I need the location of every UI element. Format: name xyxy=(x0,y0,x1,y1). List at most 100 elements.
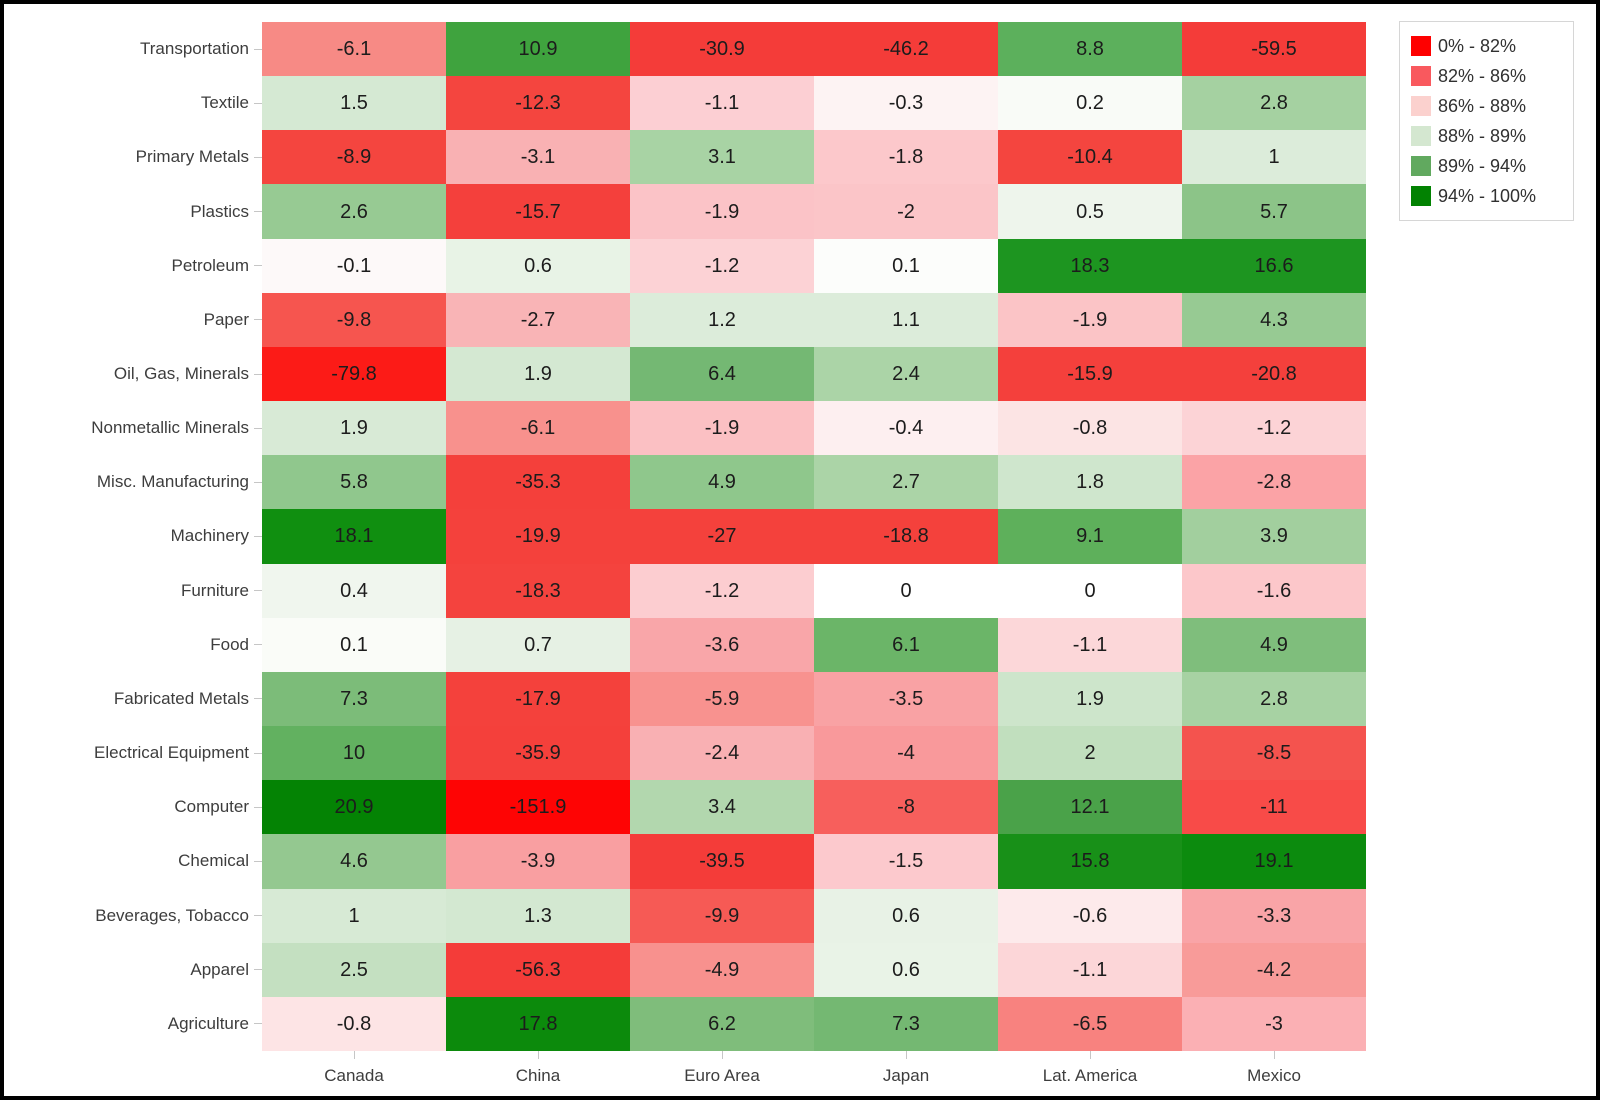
heatmap-cell-plastics-lat-america[interactable]: 0.5 xyxy=(998,184,1182,239)
heatmap-cell-textile-canada[interactable]: 1.5 xyxy=(262,76,446,131)
heatmap-cell-textile-japan[interactable]: -0.3 xyxy=(814,76,998,131)
heatmap-cell-plastics-china[interactable]: -15.7 xyxy=(446,184,630,239)
heatmap-cell-apparel-japan[interactable]: 0.6 xyxy=(814,942,998,997)
heatmap-cell-textile-china[interactable]: -12.3 xyxy=(446,76,630,131)
heatmap-cell-primary-metals-lat-america[interactable]: -10.4 xyxy=(998,130,1182,185)
heatmap-cell-fabricated-metals-euro-area[interactable]: -5.9 xyxy=(630,671,814,727)
heatmap-cell-misc-manufacturing-china[interactable]: -35.3 xyxy=(446,455,630,510)
heatmap-cell-furniture-japan[interactable]: 0 xyxy=(814,563,998,618)
heatmap-cell-primary-metals-japan[interactable]: -1.8 xyxy=(814,130,998,185)
heatmap-cell-petroleum-euro-area[interactable]: -1.2 xyxy=(630,238,814,293)
heatmap-cell-agriculture-canada[interactable]: -0.8 xyxy=(262,996,446,1051)
heatmap-cell-computer-canada[interactable]: 20.9 xyxy=(262,780,446,835)
heatmap-cell-computer-china[interactable]: -151.9 xyxy=(446,780,630,835)
heatmap-cell-machinery-euro-area[interactable]: -27 xyxy=(630,509,814,564)
heatmap-cell-electrical-equipment-china[interactable]: -35.9 xyxy=(446,726,630,781)
heatmap-cell-misc-manufacturing-euro-area[interactable]: 4.9 xyxy=(630,455,814,510)
heatmap-cell-misc-manufacturing-mexico[interactable]: -2.8 xyxy=(1182,455,1366,510)
heatmap-cell-plastics-mexico[interactable]: 5.7 xyxy=(1182,184,1366,239)
heatmap-cell-machinery-canada[interactable]: 18.1 xyxy=(262,509,446,564)
heatmap-cell-food-mexico[interactable]: 4.9 xyxy=(1182,617,1366,672)
heatmap-cell-oil-gas-minerals-euro-area[interactable]: 6.4 xyxy=(630,346,814,402)
heatmap-cell-transportation-lat-america[interactable]: 8.8 xyxy=(998,22,1182,77)
legend-entry-88-89[interactable]: 88% - 89% xyxy=(1411,126,1565,146)
heatmap-cell-food-lat-america[interactable]: -1.1 xyxy=(998,617,1182,672)
heatmap-cell-plastics-euro-area[interactable]: -1.9 xyxy=(630,184,814,239)
heatmap-cell-furniture-mexico[interactable]: -1.6 xyxy=(1182,563,1366,618)
heatmap-cell-nonmetallic-minerals-japan[interactable]: -0.4 xyxy=(814,401,998,456)
heatmap-cell-electrical-equipment-canada[interactable]: 10 xyxy=(262,726,446,781)
heatmap-cell-transportation-mexico[interactable]: -59.5 xyxy=(1182,22,1366,77)
heatmap-cell-machinery-mexico[interactable]: 3.9 xyxy=(1182,509,1366,564)
heatmap-cell-agriculture-mexico[interactable]: -3 xyxy=(1182,996,1366,1051)
heatmap-cell-oil-gas-minerals-china[interactable]: 1.9 xyxy=(446,346,630,402)
heatmap-cell-transportation-japan[interactable]: -46.2 xyxy=(814,22,998,77)
heatmap-cell-machinery-china[interactable]: -19.9 xyxy=(446,509,630,564)
heatmap-cell-apparel-euro-area[interactable]: -4.9 xyxy=(630,942,814,997)
heatmap-cell-fabricated-metals-canada[interactable]: 7.3 xyxy=(262,671,446,727)
heatmap-cell-paper-euro-area[interactable]: 1.2 xyxy=(630,292,814,347)
heatmap-cell-primary-metals-canada[interactable]: -8.9 xyxy=(262,130,446,185)
heatmap-cell-misc-manufacturing-japan[interactable]: 2.7 xyxy=(814,455,998,510)
heatmap-cell-paper-canada[interactable]: -9.8 xyxy=(262,292,446,347)
legend-entry-0-82[interactable]: 0% - 82% xyxy=(1411,36,1565,56)
heatmap-cell-petroleum-lat-america[interactable]: 18.3 xyxy=(998,238,1182,293)
heatmap-cell-misc-manufacturing-lat-america[interactable]: 1.8 xyxy=(998,455,1182,510)
heatmap-cell-computer-japan[interactable]: -8 xyxy=(814,780,998,835)
heatmap-cell-apparel-mexico[interactable]: -4.2 xyxy=(1182,942,1366,997)
heatmap-cell-furniture-canada[interactable]: 0.4 xyxy=(262,563,446,618)
heatmap-cell-electrical-equipment-lat-america[interactable]: 2 xyxy=(998,726,1182,781)
heatmap-cell-chemical-japan[interactable]: -1.5 xyxy=(814,834,998,889)
heatmap-cell-petroleum-china[interactable]: 0.6 xyxy=(446,238,630,293)
heatmap-cell-apparel-china[interactable]: -56.3 xyxy=(446,942,630,997)
heatmap-cell-paper-china[interactable]: -2.7 xyxy=(446,292,630,347)
heatmap-cell-paper-japan[interactable]: 1.1 xyxy=(814,292,998,347)
heatmap-cell-plastics-japan[interactable]: -2 xyxy=(814,184,998,239)
heatmap-cell-transportation-euro-area[interactable]: -30.9 xyxy=(630,22,814,77)
heatmap-cell-oil-gas-minerals-japan[interactable]: 2.4 xyxy=(814,346,998,402)
heatmap-cell-agriculture-japan[interactable]: 7.3 xyxy=(814,996,998,1051)
heatmap-cell-chemical-china[interactable]: -3.9 xyxy=(446,834,630,889)
heatmap-cell-apparel-lat-america[interactable]: -1.1 xyxy=(998,942,1182,997)
heatmap-cell-computer-lat-america[interactable]: 12.1 xyxy=(998,780,1182,835)
heatmap-cell-food-euro-area[interactable]: -3.6 xyxy=(630,617,814,672)
heatmap-cell-furniture-euro-area[interactable]: -1.2 xyxy=(630,563,814,618)
heatmap-cell-beverages-tobacco-china[interactable]: 1.3 xyxy=(446,888,630,943)
heatmap-cell-petroleum-japan[interactable]: 0.1 xyxy=(814,238,998,293)
heatmap-cell-textile-lat-america[interactable]: 0.2 xyxy=(998,76,1182,131)
heatmap-cell-primary-metals-euro-area[interactable]: 3.1 xyxy=(630,130,814,185)
heatmap-cell-misc-manufacturing-canada[interactable]: 5.8 xyxy=(262,455,446,510)
heatmap-cell-beverages-tobacco-lat-america[interactable]: -0.6 xyxy=(998,888,1182,943)
heatmap-cell-beverages-tobacco-mexico[interactable]: -3.3 xyxy=(1182,888,1366,943)
heatmap-cell-nonmetallic-minerals-mexico[interactable]: -1.2 xyxy=(1182,401,1366,456)
heatmap-cell-electrical-equipment-mexico[interactable]: -8.5 xyxy=(1182,726,1366,781)
heatmap-cell-nonmetallic-minerals-lat-america[interactable]: -0.8 xyxy=(998,401,1182,456)
heatmap-cell-chemical-mexico[interactable]: 19.1 xyxy=(1182,834,1366,889)
heatmap-cell-apparel-canada[interactable]: 2.5 xyxy=(262,942,446,997)
heatmap-cell-fabricated-metals-mexico[interactable]: 2.8 xyxy=(1182,671,1366,727)
heatmap-cell-electrical-equipment-euro-area[interactable]: -2.4 xyxy=(630,726,814,781)
heatmap-cell-furniture-lat-america[interactable]: 0 xyxy=(998,563,1182,618)
heatmap-cell-food-japan[interactable]: 6.1 xyxy=(814,617,998,672)
heatmap-cell-chemical-euro-area[interactable]: -39.5 xyxy=(630,834,814,889)
heatmap-cell-food-china[interactable]: 0.7 xyxy=(446,617,630,672)
heatmap-cell-machinery-lat-america[interactable]: 9.1 xyxy=(998,509,1182,564)
heatmap-cell-paper-lat-america[interactable]: -1.9 xyxy=(998,292,1182,347)
heatmap-cell-nonmetallic-minerals-china[interactable]: -6.1 xyxy=(446,401,630,456)
heatmap-cell-electrical-equipment-japan[interactable]: -4 xyxy=(814,726,998,781)
legend-entry-89-94[interactable]: 89% - 94% xyxy=(1411,156,1565,176)
heatmap-cell-agriculture-china[interactable]: 17.8 xyxy=(446,996,630,1051)
heatmap-cell-beverages-tobacco-japan[interactable]: 0.6 xyxy=(814,888,998,943)
heatmap-cell-fabricated-metals-china[interactable]: -17.9 xyxy=(446,671,630,727)
heatmap-cell-agriculture-lat-america[interactable]: -6.5 xyxy=(998,996,1182,1051)
heatmap-cell-textile-mexico[interactable]: 2.8 xyxy=(1182,76,1366,131)
heatmap-cell-petroleum-mexico[interactable]: 16.6 xyxy=(1182,238,1366,293)
heatmap-cell-oil-gas-minerals-mexico[interactable]: -20.8 xyxy=(1182,346,1366,402)
heatmap-cell-food-canada[interactable]: 0.1 xyxy=(262,617,446,672)
heatmap-cell-furniture-china[interactable]: -18.3 xyxy=(446,563,630,618)
heatmap-cell-agriculture-euro-area[interactable]: 6.2 xyxy=(630,996,814,1051)
heatmap-cell-textile-euro-area[interactable]: -1.1 xyxy=(630,76,814,131)
heatmap-cell-petroleum-canada[interactable]: -0.1 xyxy=(262,238,446,293)
heatmap-cell-beverages-tobacco-canada[interactable]: 1 xyxy=(262,888,446,943)
heatmap-cell-oil-gas-minerals-lat-america[interactable]: -15.9 xyxy=(998,346,1182,402)
